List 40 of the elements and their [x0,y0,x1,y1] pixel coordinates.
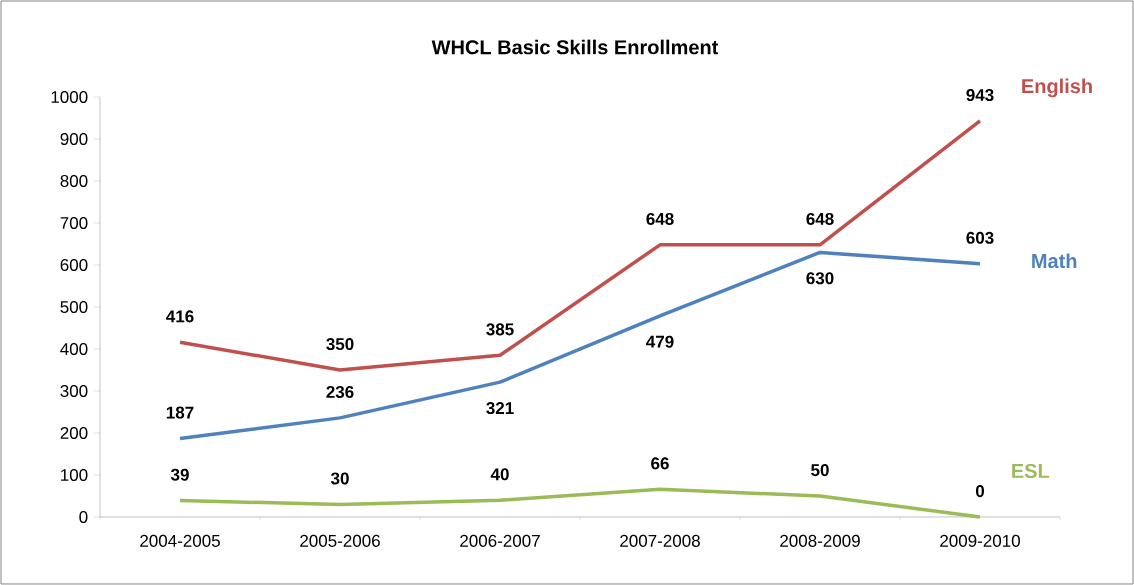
data-label: 385 [486,323,514,336]
data-label: 479 [646,335,674,348]
data-label: 943 [966,89,994,102]
text: Math [1032,253,1077,269]
y-tick-label: 200 [60,426,88,440]
x-tick-label: 2006-2007 [460,534,540,547]
data-label: 630 [806,272,834,285]
data-label: 0 [975,485,985,498]
y-tick-label: 300 [60,384,88,398]
data-label: 66 [651,457,669,470]
data-label: 40 [490,468,509,481]
line-series [178,487,982,519]
x-tick-label: 2009-2010 [940,534,1020,547]
data-label: 648 [806,212,834,225]
data-label: 236 [326,385,354,398]
data-label: 39 [170,468,189,481]
y-tick-label: 900 [60,132,88,146]
y-tick-label: 100 [61,468,88,482]
data-label: 50 [811,464,829,477]
y-tick-label: 600 [60,258,88,272]
data-label: 30 [330,472,349,485]
data-label: 350 [326,338,354,351]
y-tick-label: 800 [60,174,88,188]
data-label: 187 [166,406,194,419]
text: English [1022,78,1092,98]
chart-title: WHCL Basic Skills Enrollment [431,39,719,55]
data-label: 416 [166,310,194,323]
y-tick-label: 0 [79,510,88,524]
y-tick-label: 1000 [51,90,88,104]
x-tick-label: 2004-2005 [140,534,220,547]
y-tick-label: 500 [60,300,88,314]
x-tick-label: 2008-2009 [780,534,860,547]
y-tick-label: 400 [60,342,88,356]
x-tick-label: 2005-2006 [300,534,380,547]
text: ESL [1012,463,1050,479]
data-label: 648 [646,212,674,225]
y-tick-label: 700 [60,216,88,230]
data-label: 321 [486,402,514,415]
data-label: 603 [966,231,994,244]
x-tick-label: 2007-2008 [620,534,700,547]
